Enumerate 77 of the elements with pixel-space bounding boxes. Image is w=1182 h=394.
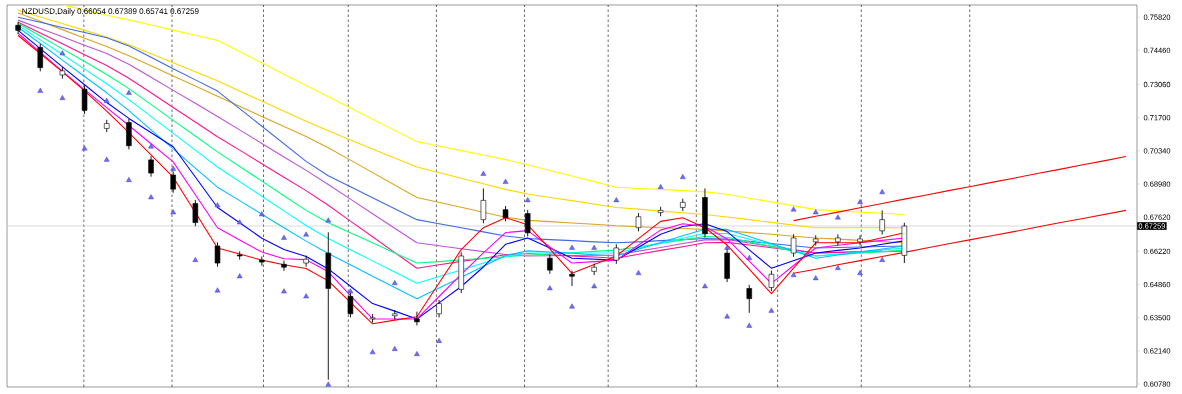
point xyxy=(303,293,309,299)
point xyxy=(259,211,265,217)
point xyxy=(236,219,243,225)
point xyxy=(303,231,309,237)
point xyxy=(812,209,819,215)
point xyxy=(879,257,885,262)
point xyxy=(103,156,110,162)
candlestick xyxy=(37,43,43,72)
point xyxy=(835,265,841,270)
point xyxy=(369,349,376,355)
point xyxy=(679,174,686,179)
point xyxy=(214,202,221,208)
line-series xyxy=(793,156,1127,222)
point xyxy=(768,307,775,313)
candlestick xyxy=(635,212,642,232)
point xyxy=(857,270,863,276)
candlestick xyxy=(768,270,775,292)
point xyxy=(569,303,575,309)
candlestick xyxy=(281,260,287,272)
candlestick xyxy=(214,241,221,268)
point xyxy=(524,197,531,203)
point xyxy=(37,87,44,93)
point xyxy=(835,214,841,220)
candlestick xyxy=(613,243,620,265)
point xyxy=(170,165,176,171)
candlestick xyxy=(414,311,420,327)
candlestick xyxy=(547,254,553,275)
point xyxy=(81,145,88,151)
point xyxy=(325,217,332,223)
candlestick xyxy=(790,233,797,258)
point xyxy=(879,189,885,195)
point xyxy=(148,143,154,149)
point xyxy=(414,351,420,357)
point xyxy=(391,280,398,286)
point xyxy=(347,288,354,294)
candlestick xyxy=(192,199,199,227)
point xyxy=(547,285,553,291)
candlestick xyxy=(879,210,885,236)
candlestick xyxy=(15,21,21,35)
point xyxy=(281,234,287,240)
point xyxy=(724,313,730,319)
point xyxy=(591,244,597,250)
point xyxy=(325,381,332,387)
point xyxy=(657,184,664,189)
point xyxy=(790,272,797,278)
candlestick xyxy=(746,284,752,314)
point xyxy=(569,244,575,250)
point xyxy=(126,177,132,182)
point xyxy=(436,338,442,343)
point xyxy=(59,95,66,100)
point xyxy=(391,346,398,351)
point xyxy=(103,97,110,103)
point xyxy=(59,50,66,56)
point xyxy=(126,89,132,95)
point xyxy=(857,199,863,205)
point xyxy=(148,194,154,200)
point xyxy=(502,178,509,184)
candlestick xyxy=(569,270,575,287)
point xyxy=(613,197,620,203)
point xyxy=(236,273,243,279)
candlestick xyxy=(835,233,841,247)
point xyxy=(746,322,753,328)
candlestick xyxy=(148,155,154,178)
point xyxy=(812,275,819,281)
point xyxy=(746,255,753,260)
candlestick xyxy=(126,118,132,150)
point xyxy=(702,283,708,289)
point xyxy=(214,287,221,293)
point xyxy=(480,170,487,176)
point xyxy=(591,283,597,289)
point xyxy=(192,257,199,262)
candlestick xyxy=(303,255,309,268)
point xyxy=(635,270,642,276)
point xyxy=(281,288,287,294)
candlestick xyxy=(480,188,487,224)
point xyxy=(170,209,176,215)
point xyxy=(790,206,797,212)
